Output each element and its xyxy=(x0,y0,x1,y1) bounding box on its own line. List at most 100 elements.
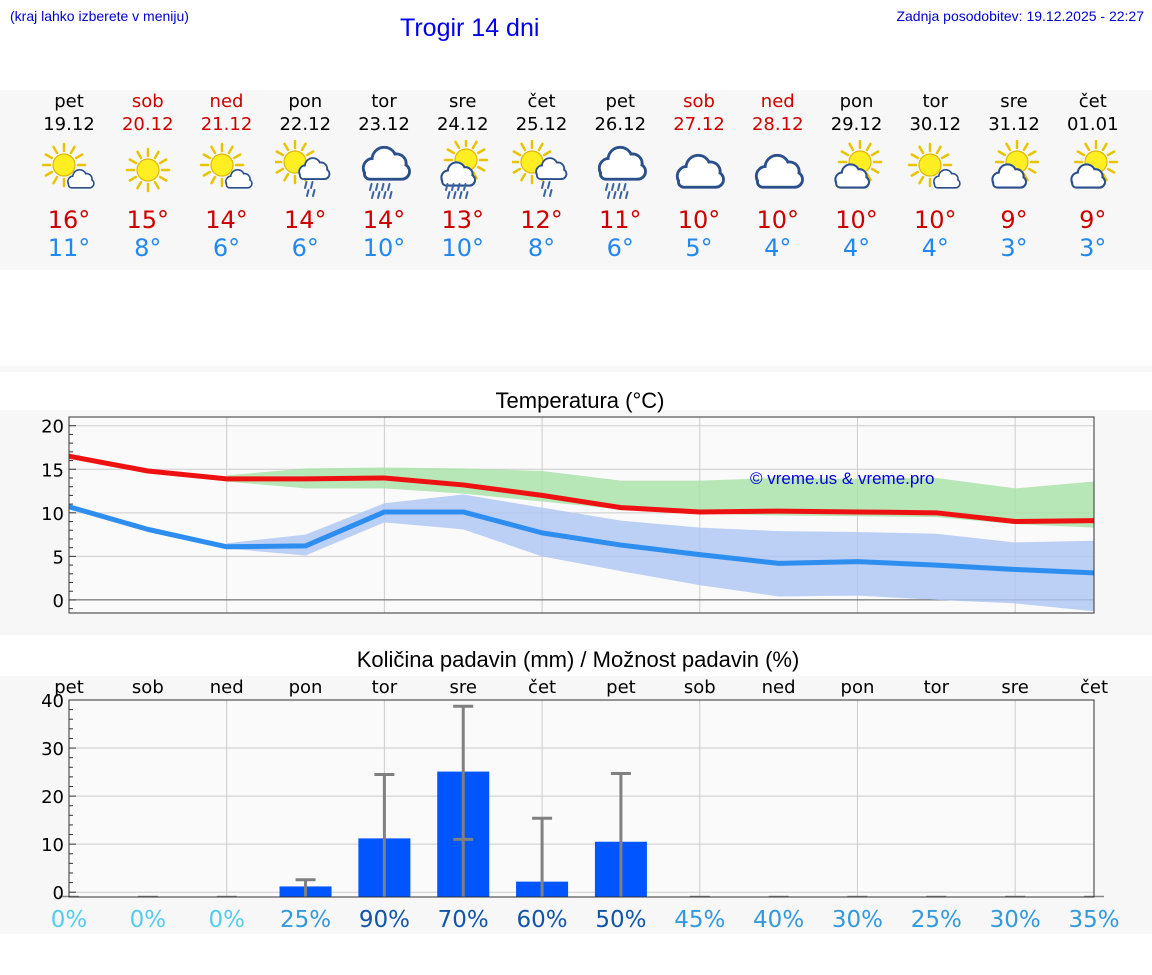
rain-drop xyxy=(607,191,611,199)
day-column: čet 25.12 12° 8° xyxy=(502,90,582,262)
sun-ray xyxy=(840,150,849,157)
rain-drop xyxy=(605,183,609,191)
sun-ray xyxy=(471,170,478,180)
rain-drop xyxy=(381,183,385,191)
sun-ray xyxy=(454,140,460,150)
category-label: pon xyxy=(289,677,323,698)
cloud-fill xyxy=(679,176,719,186)
day-name: pet xyxy=(605,91,636,112)
day-name: pon xyxy=(288,91,323,112)
rain-drop xyxy=(389,191,393,199)
cloud-shape xyxy=(1070,163,1106,189)
day-name: ned xyxy=(760,91,795,112)
max-temperature: 12° xyxy=(520,206,563,234)
max-temperature: 10° xyxy=(835,206,878,234)
y-tick-label: 10 xyxy=(41,835,64,856)
sun-small-cloud-icon xyxy=(41,142,95,189)
day-date: 20.12 xyxy=(121,114,174,135)
max-temperature: 13° xyxy=(441,206,485,234)
sun-ray xyxy=(275,167,285,174)
sun-ray xyxy=(275,150,285,157)
rain-drops xyxy=(369,183,393,199)
category-label: sre xyxy=(449,677,476,698)
sun-ray xyxy=(1022,142,1029,152)
cloud-rain-icon xyxy=(361,145,411,199)
category-label: tor xyxy=(372,677,398,698)
sun-ray xyxy=(136,150,142,160)
sun-ray xyxy=(128,175,137,182)
min-temperature: 4° xyxy=(764,234,792,262)
cloud-shape xyxy=(675,153,725,189)
rain-drop xyxy=(304,181,308,189)
day-date: 27.12 xyxy=(673,114,725,135)
min-temperature: 6° xyxy=(291,234,319,262)
precipitation-probability: 30% xyxy=(832,907,883,933)
min-temperature: 6° xyxy=(606,234,634,262)
sun-icon xyxy=(125,147,170,193)
temperature-chart: 0 5 10 15 20 Temperatura (°C) © vreme.us & vre… xyxy=(41,388,1095,614)
y-tick-label: 5 xyxy=(53,547,64,568)
sun-ray xyxy=(1022,172,1029,182)
category-label: čet xyxy=(1080,677,1108,698)
precipitation-probability: 25% xyxy=(280,907,331,933)
sun-ray xyxy=(918,175,925,185)
category-label: ned xyxy=(762,677,796,698)
category-label: pet xyxy=(54,677,84,698)
sun-ray xyxy=(44,170,54,177)
rain-drop xyxy=(456,183,461,191)
day-column: tor 30.12 10° 4° xyxy=(895,90,975,262)
sun-ray xyxy=(1027,167,1037,174)
min-temperature: 3° xyxy=(1000,234,1028,262)
sun-ray xyxy=(865,172,872,182)
day-date: 23.12 xyxy=(358,114,410,135)
sun-ray xyxy=(283,142,290,152)
sun-shape xyxy=(199,142,244,188)
rain-drop xyxy=(619,191,623,199)
rain-drop xyxy=(383,191,387,199)
min-range-band xyxy=(226,494,1094,612)
sun-ray xyxy=(44,153,54,160)
max-temperature-line xyxy=(68,453,1095,525)
min-temperature: 6° xyxy=(212,234,241,262)
sun-disc xyxy=(136,158,160,182)
day-column: pon 29.12 10° 4° xyxy=(817,90,897,262)
sun-ray xyxy=(1101,142,1108,152)
sun-ray xyxy=(209,175,216,185)
day-column: pon 22.12 14° 6° xyxy=(265,90,345,262)
day-date: 25.12 xyxy=(515,114,568,135)
rain-drop xyxy=(369,183,373,191)
precipitation-probability: 0% xyxy=(208,907,245,933)
sun-ray xyxy=(512,150,521,157)
min-temperature: 4° xyxy=(921,234,949,262)
sun-ray xyxy=(306,150,315,157)
min-temperature-line xyxy=(68,504,1095,576)
category-label: sob xyxy=(684,677,716,698)
rain-drop xyxy=(458,191,463,199)
sun-ray xyxy=(918,145,925,155)
precipitation-probability: 25% xyxy=(911,907,962,933)
category-label: ned xyxy=(210,677,244,698)
y-tick-label: 40 xyxy=(41,691,64,712)
day-date: 31.12 xyxy=(988,114,1040,135)
category-label: sob xyxy=(132,677,164,698)
sun-ray xyxy=(1101,172,1108,182)
cloud-shape xyxy=(224,169,253,189)
day-name: tor xyxy=(922,91,948,112)
rain-drops xyxy=(540,181,552,197)
max-temperature: 9° xyxy=(1000,206,1028,234)
day-date: 22.12 xyxy=(279,114,332,135)
sun-ray xyxy=(476,148,486,155)
sun-ray xyxy=(1005,142,1012,152)
sun-ray xyxy=(519,142,526,152)
sun-cloud-icon xyxy=(991,140,1040,189)
day-name: pon xyxy=(839,91,874,112)
precipitation-probability: 90% xyxy=(359,907,410,933)
rain-drop xyxy=(312,189,316,197)
rain-drop xyxy=(387,183,391,191)
forecast-band xyxy=(0,90,1152,270)
cloud-fill xyxy=(443,177,472,185)
sun-ray xyxy=(1076,150,1085,157)
cloud-fill xyxy=(1073,179,1102,187)
day-name: sre xyxy=(449,91,477,112)
